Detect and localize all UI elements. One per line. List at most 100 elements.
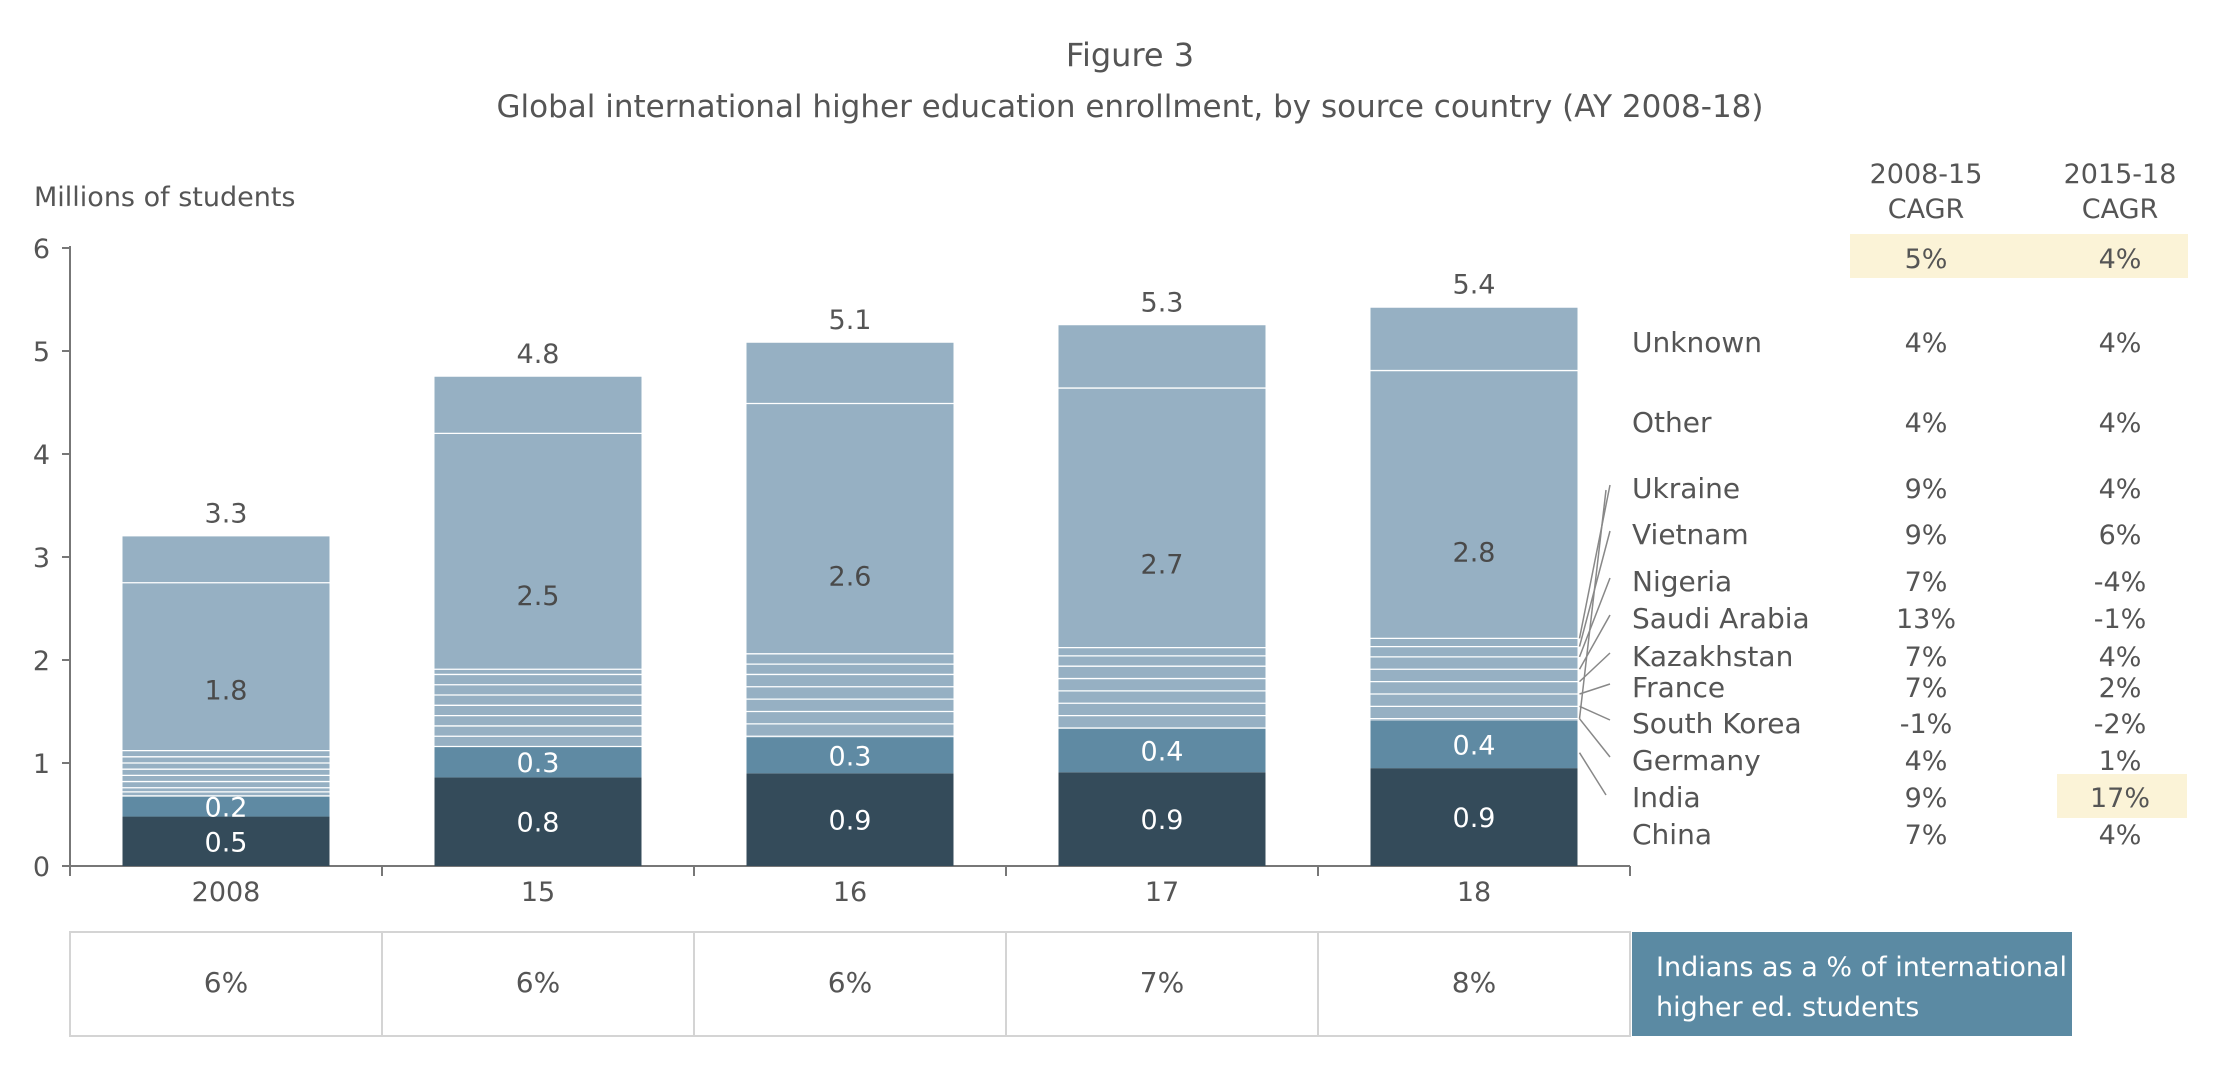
bar-segment-rest — [1370, 307, 1578, 721]
bar-total-label: 4.8 — [517, 339, 560, 370]
table-row-name: Saudi Arabia — [1632, 602, 1810, 635]
table-row-cagr-2008-15: 7% — [1905, 673, 1948, 704]
table-header: 2008-15 — [1870, 159, 1983, 190]
leader-line — [1578, 614, 1611, 670]
bar-value-label: 2.5 — [517, 581, 560, 612]
bar-segment-china — [746, 773, 954, 866]
table-row-name: Kazakhstan — [1632, 640, 1793, 673]
table-row-name: South Korea — [1632, 707, 1802, 740]
y-tick-label: 2 — [33, 646, 50, 677]
table-row-name: Vietnam — [1632, 518, 1749, 551]
bar-value-label: 2.7 — [1141, 549, 1184, 580]
bottom-row-value: 6% — [204, 966, 248, 999]
bar-value-label: 1.8 — [205, 676, 248, 707]
table-total-value: 5% — [1905, 244, 1948, 275]
table-row-cagr-2015-18: 4% — [2099, 328, 2142, 359]
bar-value-label: 0.4 — [1141, 737, 1184, 768]
chart-subtitle: Global international higher education en… — [497, 89, 1764, 125]
bar-segment-india — [122, 795, 330, 817]
bottom-row-value: 8% — [1452, 966, 1496, 999]
bar-value-label: 0.9 — [829, 806, 872, 837]
table-row-name: India — [1632, 781, 1701, 814]
bottom-row-label-box — [1632, 932, 2072, 1036]
table-row-cagr-2008-15: -1% — [1900, 709, 1953, 740]
table-row-cagr-2015-18: 6% — [2099, 520, 2142, 551]
table-header: CAGR — [1888, 194, 1965, 225]
indian-share-row: 6% 6% 6% 7% 8% Indians as a % of internationa… — [69, 931, 2072, 1037]
y-axis-label: Millions of students — [34, 182, 295, 213]
leader-line — [1578, 489, 1607, 719]
table-row-name: Other — [1632, 406, 1712, 439]
table-row-name: Nigeria — [1632, 565, 1732, 598]
x-tick-label: 16 — [833, 877, 867, 908]
x-tick-label: 15 — [521, 877, 555, 908]
bar-segment-china — [1058, 772, 1266, 866]
table-row-cagr-2015-18: 4% — [2099, 408, 2142, 439]
table-row-cagr-2015-18: 1% — [2099, 746, 2142, 777]
bar-value-label: 0.5 — [205, 827, 248, 858]
table-header: 2015-18 — [2064, 159, 2177, 190]
table-row-cagr-2008-15: 13% — [1896, 604, 1956, 635]
bar-segment-india — [434, 746, 642, 778]
table-row-cagr-2015-18: 4% — [2099, 642, 2142, 673]
table-row-name: France — [1632, 671, 1725, 704]
table-row-name: China — [1632, 818, 1712, 851]
bar-value-label: 2.8 — [1453, 537, 1496, 568]
table-row-cagr-2008-15: 9% — [1905, 783, 1948, 814]
table-row-cagr-2008-15: 9% — [1905, 474, 1948, 505]
table-row-name: Ukraine — [1632, 472, 1740, 505]
table-row-cagr-2008-15: 7% — [1905, 642, 1948, 673]
table-row-cagr-2015-18: 4% — [2099, 820, 2142, 851]
bar-value-label: 0.8 — [517, 808, 560, 839]
bottom-row-value: 6% — [516, 966, 560, 999]
bar-total-label: 5.4 — [1453, 270, 1496, 301]
bar-segment-rest — [122, 536, 330, 796]
y-tick-label: 3 — [33, 543, 50, 574]
table-row-cagr-2015-18: 2% — [2099, 673, 2142, 704]
x-tick-label: 17 — [1145, 877, 1179, 908]
cagr-table: 2008-15 CAGR 2015-18 CAGR 5% 4% Unknown 4% 4% Oth… — [1578, 159, 2188, 851]
leader-line — [1578, 577, 1611, 658]
bottom-row-box — [69, 931, 1631, 1037]
y-tick-label: 4 — [33, 440, 50, 471]
table-row-cagr-2008-15: 7% — [1905, 567, 1948, 598]
bar-segment-rest — [1058, 325, 1266, 730]
bottom-row-value: 6% — [828, 966, 872, 999]
leader-line — [1579, 683, 1611, 695]
table-row-cagr-2008-15: 4% — [1905, 746, 1948, 777]
table-row-cagr-2015-18: -1% — [2094, 604, 2147, 635]
india-cagr-highlight — [2057, 774, 2187, 818]
bar-segment-china — [122, 816, 330, 866]
bar-value-label: 0.2 — [205, 792, 248, 823]
table-total-highlight — [1850, 234, 2188, 278]
bar-total-label: 5.1 — [829, 305, 872, 336]
table-row-cagr-2015-18: -4% — [2094, 567, 2147, 598]
x-tick-label: 18 — [1457, 877, 1491, 908]
bar-value-label: 0.3 — [517, 748, 560, 779]
bar-value-label: 0.4 — [1453, 730, 1496, 761]
table-header: CAGR — [2082, 194, 2159, 225]
bar-value-label: 0.9 — [1141, 805, 1184, 836]
bar-value-label: 0.3 — [829, 741, 872, 772]
bar-total-label: 3.3 — [205, 498, 248, 529]
bar-segment-rest — [434, 376, 642, 747]
bar-value-label: 2.6 — [829, 562, 872, 593]
bottom-row-label-line2: higher ed. students — [1656, 992, 1919, 1023]
table-row-name: Unknown — [1632, 326, 1762, 359]
leader-line — [1579, 705, 1611, 721]
bottom-row-value: 7% — [1140, 966, 1184, 999]
x-tick-label: 2008 — [192, 877, 261, 908]
axes: 0 1 2 3 4 5 6 — [33, 234, 1631, 883]
y-tick-label: 0 — [33, 852, 50, 883]
bar-segment-china — [434, 777, 642, 866]
chart-title: Figure 3 — [1066, 36, 1194, 74]
leader-line — [1578, 484, 1611, 639]
table-row-cagr-2008-15: 4% — [1905, 408, 1948, 439]
table-row-cagr-2008-15: 9% — [1905, 520, 1948, 551]
y-tick-label: 1 — [33, 749, 50, 780]
bar-segment-india — [1370, 720, 1578, 769]
bar-segment-india — [1058, 729, 1266, 773]
table-row-cagr-2008-15: 4% — [1905, 328, 1948, 359]
bar-total-label: 5.3 — [1141, 287, 1184, 318]
